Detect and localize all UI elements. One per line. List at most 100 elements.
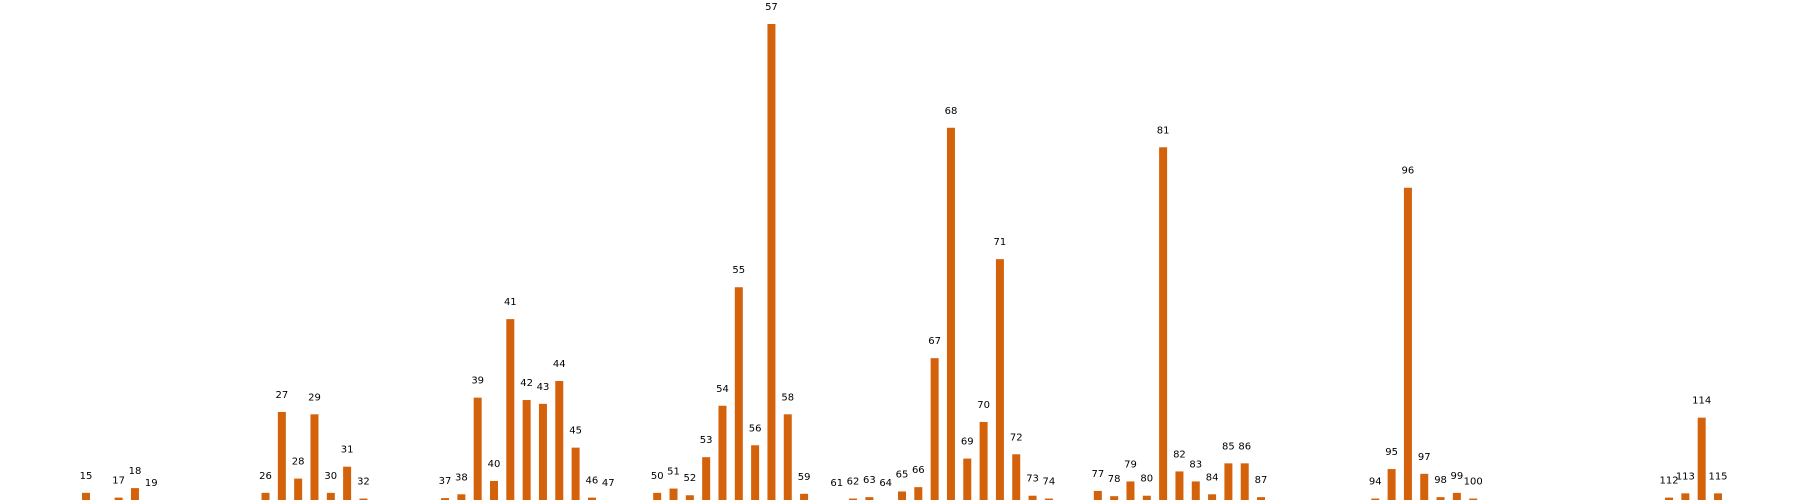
bar-69 [963,458,972,500]
bar-58 [783,414,792,500]
bar-label-100: 100 [1464,477,1483,488]
bar-59 [800,493,809,500]
bar-label-17: 17 [112,476,125,487]
bar-65 [898,491,906,500]
bar-label-42: 42 [520,378,533,389]
bar-115 [1714,493,1722,500]
bar-73 [1028,495,1037,500]
bar-label-39: 39 [471,376,484,387]
bar-15 [82,492,90,500]
bar-label-61: 61 [830,478,843,489]
bar-label-63: 63 [863,475,876,486]
bar-29 [310,414,319,500]
bar-66 [914,487,923,500]
bar-45 [571,447,580,500]
bar-label-47: 47 [602,478,615,489]
bar-79 [1126,481,1135,500]
bar-27 [277,411,286,500]
bar-label-26: 26 [259,471,272,482]
bar-label-94: 94 [1369,477,1382,488]
bar-label-41: 41 [504,297,517,308]
bar-label-84: 84 [1206,472,1219,483]
bar-label-52: 52 [683,473,696,484]
bar-26 [261,492,270,500]
bar-label-83: 83 [1189,459,1202,470]
bar-label-77: 77 [1091,469,1104,480]
bar-label-95: 95 [1385,447,1398,458]
bar-label-43: 43 [537,382,550,393]
bar-38 [457,494,466,500]
bar-37 [441,498,450,500]
bar-53 [702,457,711,500]
bar-label-85: 85 [1222,441,1235,452]
bar-99 [1452,492,1461,500]
bar-label-29: 29 [308,392,321,403]
bar-label-78: 78 [1108,474,1121,485]
bar-label-96: 96 [1402,166,1415,177]
bar-label-46: 46 [586,476,599,487]
bar-label-68: 68 [945,106,958,117]
bar-46 [587,497,596,500]
bar-label-115: 115 [1708,471,1727,482]
bar-82 [1175,471,1184,500]
bar-96 [1403,187,1412,500]
bar-label-56: 56 [749,423,762,434]
bar-label-53: 53 [700,435,713,446]
bar-label-86: 86 [1238,441,1251,452]
bar-51 [669,488,678,500]
bar-label-55: 55 [732,265,745,276]
bar-label-72: 72 [1010,432,1023,443]
bar-63 [865,497,874,500]
bar-72 [1012,454,1021,500]
bar-label-112: 112 [1659,476,1678,487]
bar-32 [359,498,368,500]
bar-68 [946,127,955,500]
bar-43 [538,403,547,500]
bar-85 [1224,463,1233,500]
bar-54 [718,405,727,500]
bar-label-73: 73 [1026,474,1039,485]
bar-label-62: 62 [847,477,860,488]
bar-label-65: 65 [896,469,909,480]
bar-95 [1387,469,1396,500]
bar-label-99: 99 [1451,471,1464,482]
bar-label-18: 18 [129,466,142,477]
bar-label-40: 40 [488,459,501,470]
bar-label-80: 80 [1140,474,1153,485]
bar-87 [1257,497,1266,500]
bar-114 [1697,417,1706,500]
bar-55 [734,287,743,500]
bar-50 [653,492,662,500]
bar-31 [343,466,352,500]
bar-84 [1208,494,1217,500]
bar-label-67: 67 [928,336,941,347]
bar-label-44: 44 [553,359,566,370]
bar-label-81: 81 [1157,125,1170,136]
bar-77 [1093,490,1102,500]
bar-label-70: 70 [977,400,990,411]
bar-98 [1436,497,1445,500]
bar-71 [995,259,1004,500]
bar-17 [114,497,123,500]
bar-74 [1044,498,1053,500]
bar-label-27: 27 [275,390,288,401]
bar-label-97: 97 [1418,452,1431,463]
bar-28 [294,478,303,500]
bar-56 [751,445,760,500]
bar-label-31: 31 [341,445,354,456]
bar-86 [1240,463,1249,500]
bar-100 [1469,498,1478,500]
bar-62 [849,498,858,500]
bar-57 [767,24,776,500]
bar-39 [473,397,482,500]
bar-label-58: 58 [781,392,794,403]
bar-label-51: 51 [667,467,680,478]
bar-label-57: 57 [765,2,778,13]
bar-18 [130,488,139,500]
bar-113 [1681,493,1690,500]
bar-label-98: 98 [1434,475,1447,486]
bar-label-113: 113 [1676,471,1695,482]
bar-label-66: 66 [912,465,925,476]
